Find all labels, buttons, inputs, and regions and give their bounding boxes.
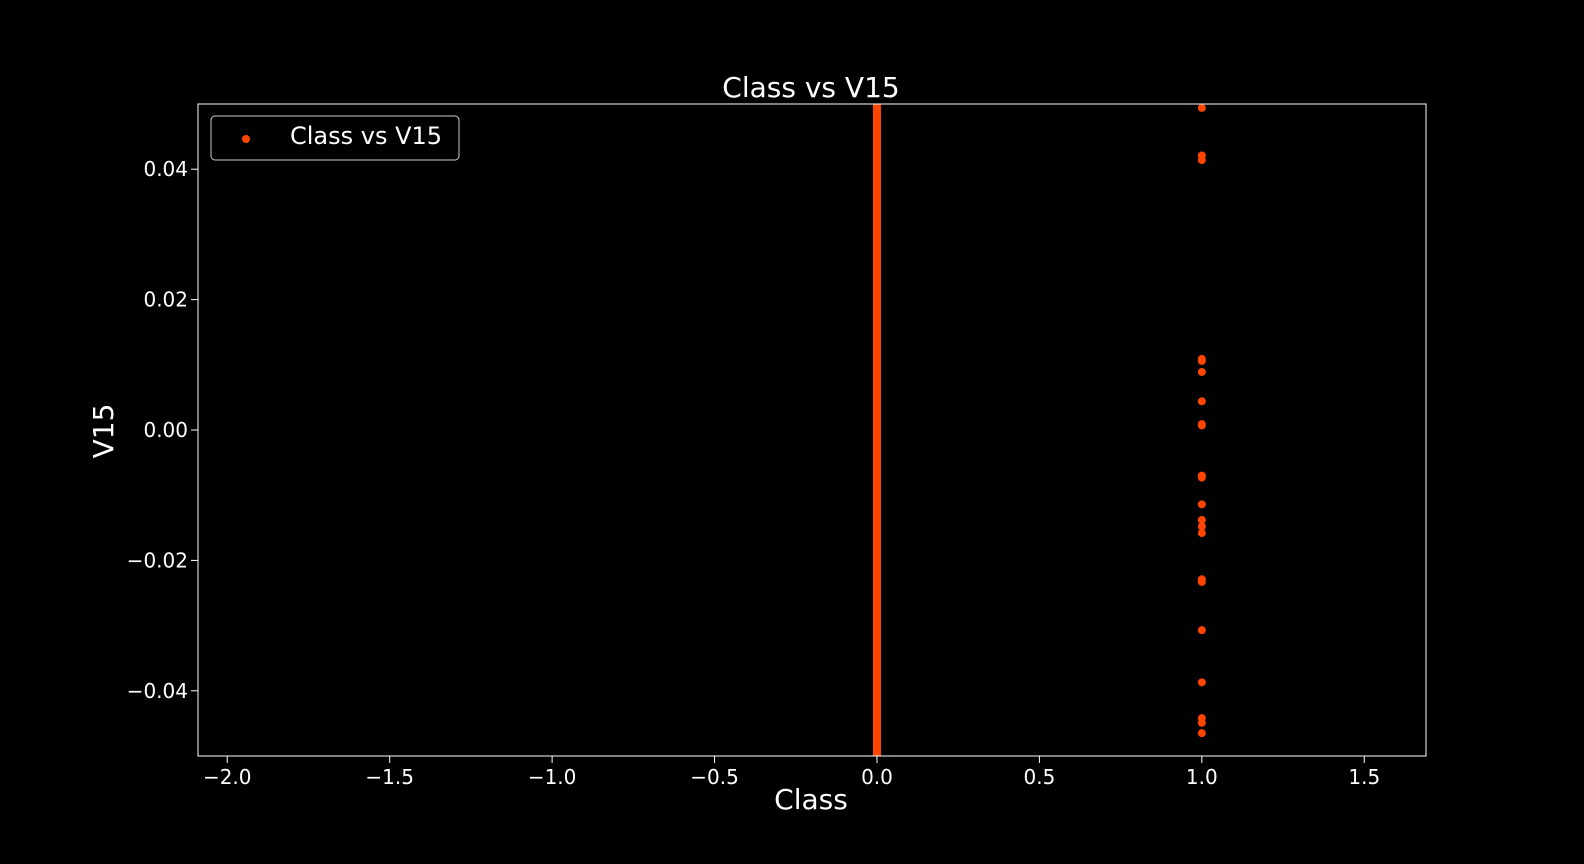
data-point-21 [1197, 729, 1206, 738]
y-tick-label: 0.02 [143, 288, 188, 312]
data-point-6 [1197, 397, 1206, 406]
legend-marker [242, 135, 250, 143]
data-point-8 [1197, 421, 1206, 430]
x-tick-label: −0.5 [690, 765, 739, 789]
data-point-13 [1197, 522, 1206, 531]
y-tick-label: 0.00 [143, 418, 188, 442]
data-point-0 [1197, 103, 1206, 112]
data-point-14 [1197, 529, 1206, 538]
data-point-16 [1197, 577, 1206, 586]
data-point-17 [1197, 626, 1206, 635]
chart-title: Class vs V15 [722, 71, 899, 104]
data-point-20 [1197, 718, 1206, 727]
x-axis-title: Class [774, 783, 848, 816]
x-tick-label: −2.0 [203, 765, 252, 789]
x-tick-label: −1.5 [365, 765, 414, 789]
dense-point-column [872, 104, 881, 756]
legend: Class vs V15 [210, 115, 460, 161]
legend-box [210, 115, 460, 161]
data-point-10 [1197, 473, 1206, 482]
x-tick-label: 1.5 [1348, 765, 1380, 789]
y-tick-label: −0.02 [127, 548, 188, 572]
data-point-4 [1197, 356, 1206, 365]
data-point-18 [1197, 678, 1206, 687]
data-point-2 [1197, 156, 1206, 165]
x-tick-label: 0.0 [861, 765, 893, 789]
data-point-12 [1197, 515, 1206, 524]
x-tick-label: −1.0 [528, 765, 577, 789]
data-point-11 [1197, 500, 1206, 509]
legend-label: Class vs V15 [290, 122, 442, 150]
y-tick-label: −0.04 [127, 679, 188, 703]
y-axis-title: V15 [87, 404, 120, 459]
data-point-5 [1197, 367, 1206, 376]
x-axis: −2.0 −1.5 −1.0 −0.5 0.0 0.5 1.0 1.5 [203, 756, 1380, 789]
x-tick-label: 0.5 [1024, 765, 1056, 789]
x-tick-label: 1.0 [1186, 765, 1218, 789]
y-tick-label: 0.04 [143, 157, 188, 181]
y-axis: −0.04 −0.02 0.00 0.02 0.04 [127, 157, 198, 703]
